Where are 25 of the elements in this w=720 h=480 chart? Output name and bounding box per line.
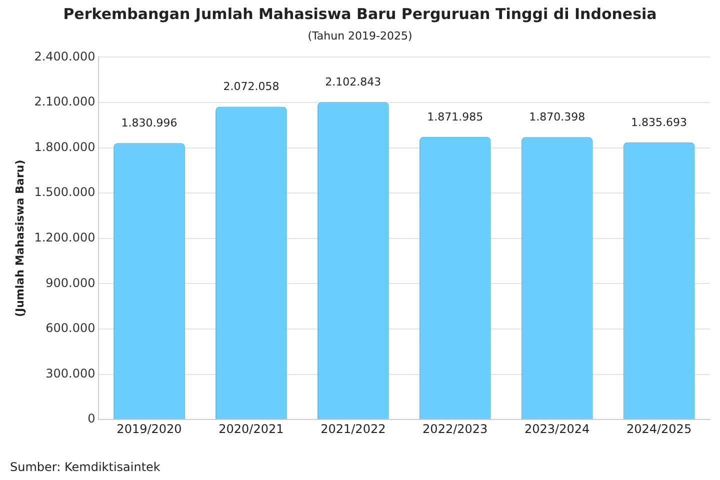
data-label: 1.870.398 bbox=[529, 110, 586, 124]
x-tick-label: 2024/2025 bbox=[626, 422, 692, 436]
data-label: 2.102.843 bbox=[325, 75, 382, 88]
y-tick-label: 2.400.000 bbox=[34, 49, 96, 64]
y-tick-label: 600.000 bbox=[46, 321, 96, 336]
y-tick-label: 1.800.000 bbox=[34, 140, 96, 154]
data-label: 2.072.058 bbox=[223, 80, 280, 94]
y-tick-label: 2.100.000 bbox=[34, 94, 96, 109]
x-tick-label: 2020/2021 bbox=[218, 422, 284, 436]
x-tick-label: 2023/2024 bbox=[524, 422, 590, 436]
chart-title: Perkembangan Jumlah Mahasiswa Baru Perguruan Tinggi di Indonesia bbox=[63, 4, 657, 23]
y-tick-label: 300.000 bbox=[46, 366, 96, 380]
y-tick-label: 0 bbox=[88, 412, 96, 426]
chart-subtitle: (Tahun 2019-2025) bbox=[308, 29, 412, 42]
y-tick-label: 900.000 bbox=[46, 276, 96, 290]
data-label: 1.830.996 bbox=[121, 116, 178, 130]
y-axis-title: (Jumlah Mahasiswa Baru) bbox=[13, 160, 26, 318]
x-tick-label: 2022/2023 bbox=[422, 422, 488, 436]
y-tick-label: 1.200.000 bbox=[34, 230, 96, 245]
x-tick-label: 2021/2022 bbox=[320, 422, 386, 436]
x-tick-label: 2019/2020 bbox=[116, 422, 182, 436]
data-label: 1.835.693 bbox=[631, 116, 688, 129]
y-tick-label: 1.500.000 bbox=[34, 185, 96, 200]
text: Sumber: Kemdiktisaintek bbox=[10, 460, 160, 474]
data-label: 1.871.985 bbox=[427, 110, 484, 124]
